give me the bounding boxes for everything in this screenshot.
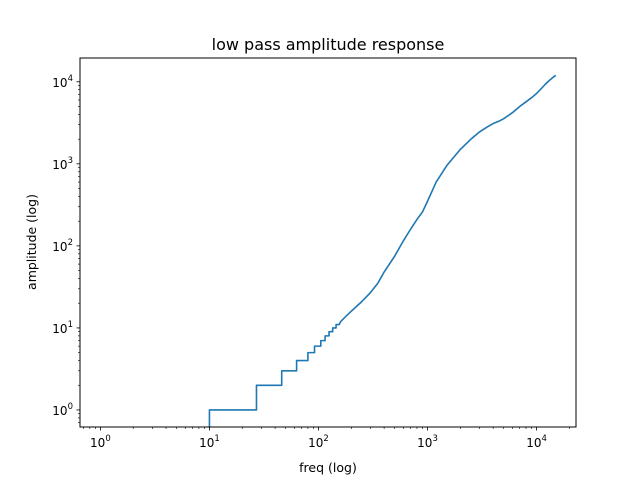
y-tick-label: 102 [52,238,73,254]
x-tick-label-exponent: 0 [105,434,110,444]
y-tick-label: 104 [52,74,73,90]
plot-frame [79,57,577,428]
x-tick-label: 100 [90,434,111,450]
y-tick-label-base: 10 [52,76,67,90]
y-tick-label-exponent: 1 [68,320,73,330]
series-line-0 [208,74,557,427]
y-tick-label-base: 10 [52,404,67,418]
x-tick-label: 102 [308,434,329,450]
x-tick-label-base: 10 [526,436,541,450]
y-tick-label-base: 10 [52,322,67,336]
series-layer [208,74,557,427]
x-tick-label: 103 [417,434,438,450]
chart-title: low pass amplitude response [212,35,445,54]
x-axis-ticks: 100 101 102 103 104 [83,427,570,450]
x-tick-label: 101 [199,434,220,450]
y-tick-label: 103 [52,156,73,172]
y-tick-label-exponent: 3 [68,156,73,166]
y-tick-label-base: 10 [52,240,67,254]
x-tick-label-base: 10 [90,436,105,450]
x-tick-label: 104 [526,434,547,450]
x-tick-label-exponent: 1 [214,434,219,444]
y-tick-label-base: 10 [52,158,67,172]
y-tick-label-exponent: 4 [68,74,73,84]
x-tick-label-exponent: 3 [432,434,437,444]
x-tick-label-exponent: 4 [541,434,546,444]
y-tick-label: 101 [52,320,73,336]
x-tick-label-base: 10 [308,436,323,450]
x-tick-label-base: 10 [417,436,432,450]
y-tick-label-exponent: 0 [68,402,73,412]
x-tick-label-base: 10 [199,436,214,450]
x-axis-label: freq (log) [299,460,357,475]
y-tick-label: 100 [52,402,73,418]
y-tick-label-exponent: 2 [68,238,73,248]
y-axis-label: amplitude (log) [24,194,39,290]
x-tick-label-exponent: 2 [323,434,328,444]
